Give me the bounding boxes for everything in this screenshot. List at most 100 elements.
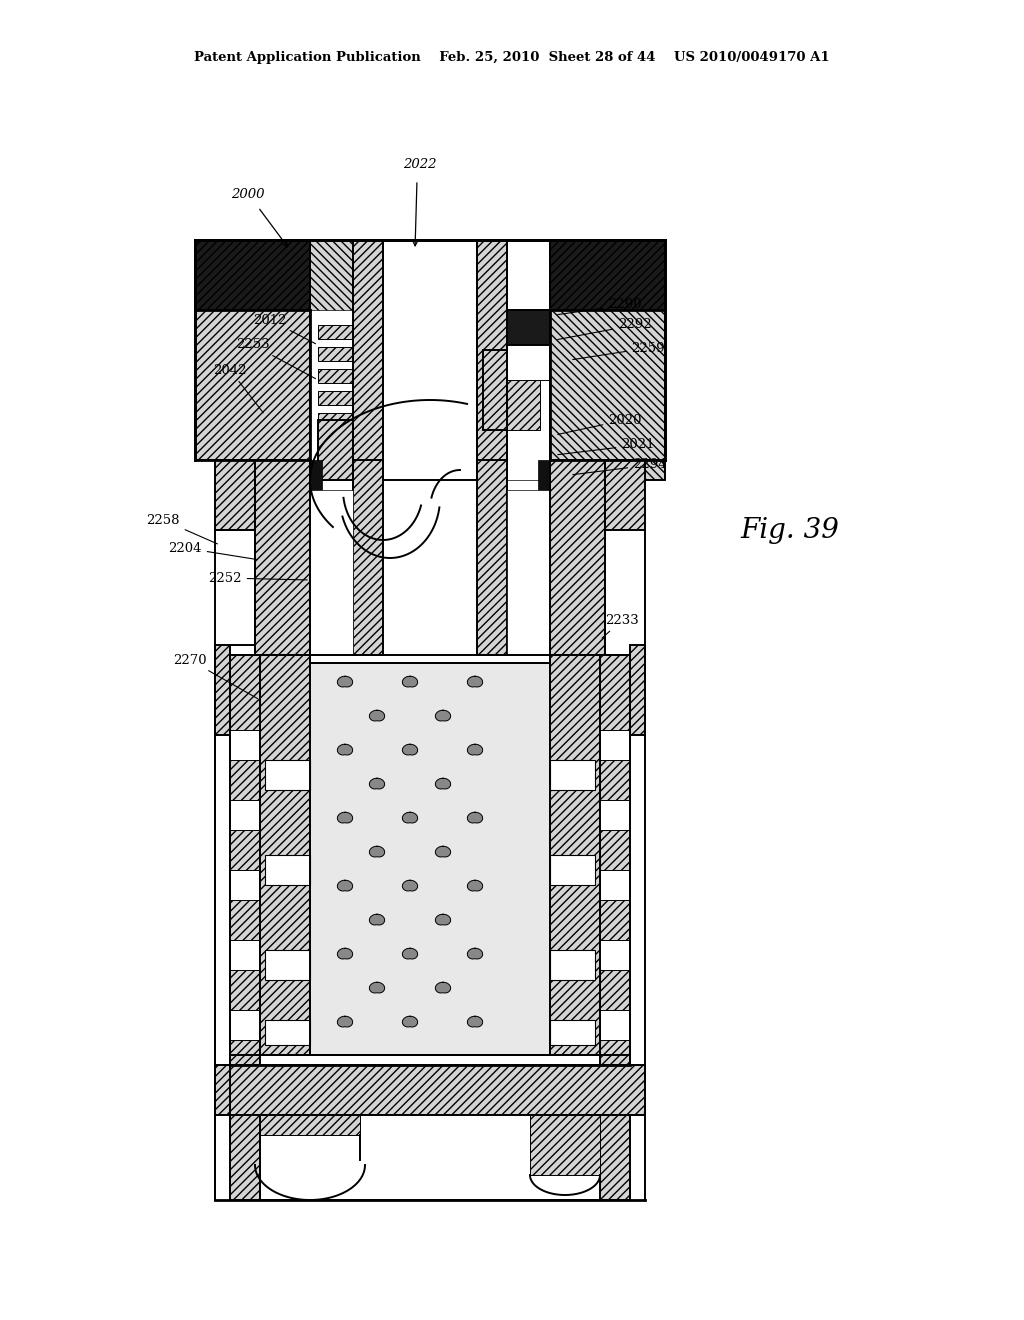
Polygon shape (402, 880, 418, 891)
Text: 2233: 2233 (602, 614, 639, 638)
Polygon shape (337, 812, 352, 822)
Polygon shape (260, 655, 310, 1055)
Polygon shape (402, 812, 418, 822)
Polygon shape (402, 744, 418, 755)
Polygon shape (550, 310, 665, 459)
Polygon shape (595, 940, 630, 970)
Polygon shape (318, 436, 353, 449)
Text: 2270: 2270 (173, 653, 258, 698)
Polygon shape (318, 325, 353, 339)
Polygon shape (435, 710, 451, 721)
Polygon shape (483, 350, 507, 430)
Polygon shape (507, 310, 550, 480)
Polygon shape (370, 982, 385, 993)
Polygon shape (318, 413, 353, 426)
Polygon shape (265, 950, 310, 979)
Polygon shape (195, 240, 353, 480)
Polygon shape (318, 391, 353, 405)
Polygon shape (435, 779, 451, 789)
Polygon shape (467, 948, 482, 958)
Polygon shape (255, 459, 310, 655)
Polygon shape (370, 915, 385, 925)
Polygon shape (215, 645, 230, 735)
Text: 2292: 2292 (558, 318, 652, 339)
Polygon shape (195, 310, 310, 459)
Text: 2020: 2020 (558, 413, 642, 434)
Polygon shape (260, 1115, 360, 1135)
Text: 2042: 2042 (213, 363, 263, 413)
Polygon shape (538, 459, 550, 490)
Polygon shape (507, 490, 550, 655)
Polygon shape (337, 880, 352, 891)
Polygon shape (477, 459, 507, 655)
Polygon shape (265, 1020, 310, 1045)
Polygon shape (435, 846, 451, 857)
Polygon shape (383, 240, 477, 480)
Polygon shape (230, 730, 260, 760)
Polygon shape (230, 870, 260, 900)
Polygon shape (230, 1115, 260, 1200)
Polygon shape (215, 459, 255, 531)
Polygon shape (230, 800, 270, 830)
Polygon shape (402, 948, 418, 958)
Polygon shape (337, 676, 352, 686)
Text: 2253: 2253 (237, 338, 315, 379)
Polygon shape (590, 800, 630, 830)
Polygon shape (605, 459, 645, 531)
Text: 2252: 2252 (208, 572, 307, 585)
Polygon shape (467, 1016, 482, 1027)
Polygon shape (337, 1016, 352, 1027)
Polygon shape (370, 710, 385, 721)
Polygon shape (530, 1115, 600, 1175)
Polygon shape (550, 950, 595, 979)
Polygon shape (353, 240, 383, 480)
Polygon shape (230, 655, 260, 1065)
Polygon shape (550, 655, 600, 1055)
Polygon shape (507, 380, 540, 430)
Polygon shape (507, 310, 550, 380)
Polygon shape (337, 744, 352, 755)
Polygon shape (477, 240, 507, 480)
Polygon shape (265, 760, 310, 789)
Polygon shape (310, 490, 353, 655)
Polygon shape (260, 655, 310, 1055)
Polygon shape (402, 1016, 418, 1027)
Polygon shape (600, 1010, 630, 1040)
Polygon shape (195, 240, 310, 310)
Polygon shape (550, 760, 595, 789)
Polygon shape (507, 310, 550, 345)
Polygon shape (353, 459, 383, 655)
Polygon shape (507, 240, 665, 480)
Polygon shape (310, 310, 353, 480)
Text: 2022: 2022 (403, 158, 437, 172)
Text: 2204: 2204 (168, 541, 257, 560)
Polygon shape (310, 459, 322, 490)
Polygon shape (215, 1065, 645, 1115)
Polygon shape (370, 779, 385, 789)
Polygon shape (550, 459, 605, 655)
Polygon shape (467, 676, 482, 686)
Polygon shape (550, 240, 665, 310)
Polygon shape (600, 870, 630, 900)
Polygon shape (195, 240, 310, 310)
Polygon shape (402, 676, 418, 686)
Polygon shape (467, 880, 482, 891)
Polygon shape (600, 1115, 630, 1200)
Polygon shape (467, 744, 482, 755)
Polygon shape (550, 240, 665, 310)
Polygon shape (467, 812, 482, 822)
Text: 2290: 2290 (558, 298, 642, 314)
Polygon shape (630, 645, 645, 735)
Text: 2258: 2258 (146, 513, 217, 544)
Polygon shape (318, 420, 353, 480)
Polygon shape (600, 655, 630, 1065)
Text: 2000: 2000 (231, 189, 265, 202)
Polygon shape (337, 948, 352, 958)
Polygon shape (230, 1010, 260, 1040)
Text: Patent Application Publication    Feb. 25, 2010  Sheet 28 of 44    US 2010/00491: Patent Application Publication Feb. 25, … (195, 51, 829, 65)
Polygon shape (230, 1115, 630, 1200)
Polygon shape (310, 663, 550, 1055)
Text: 2259: 2259 (572, 342, 665, 359)
Polygon shape (318, 370, 353, 383)
Text: Fig. 39: Fig. 39 (740, 516, 840, 544)
